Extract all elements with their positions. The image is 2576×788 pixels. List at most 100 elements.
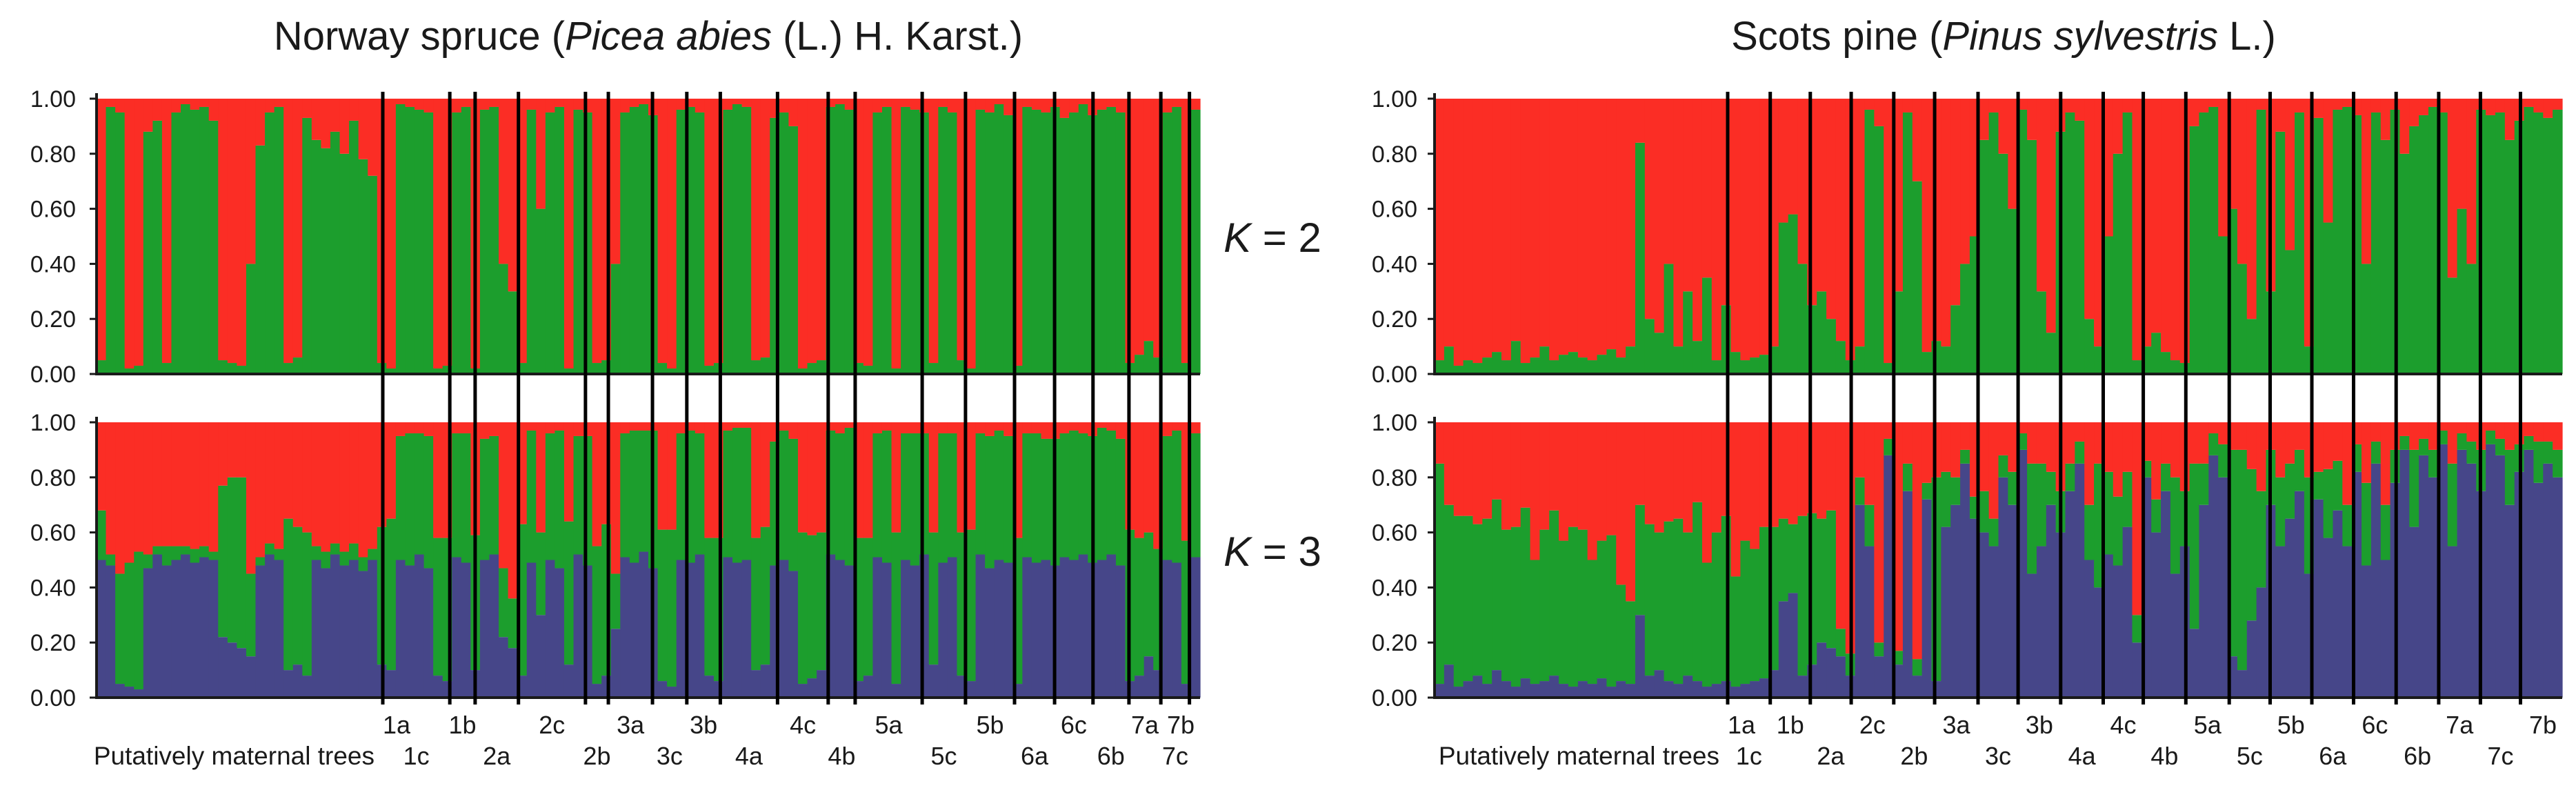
spruce-k3-bar-62 <box>667 529 677 687</box>
spruce-k3-bar-91 <box>938 562 948 698</box>
spruce-k2-bar-92 <box>947 99 958 112</box>
pine-k3-bar-96 <box>2342 504 2353 546</box>
pine-k2-bar-81 <box>2199 99 2209 112</box>
pine-k3-bar-46 <box>1864 546 1875 698</box>
pine-k3-bar-16 <box>1577 529 1588 682</box>
spruce-k3-bar-32 <box>386 518 397 671</box>
spruce-k2-bar-32 <box>386 99 397 369</box>
pine-k2-bar-94 <box>2323 99 2334 223</box>
spruce-k3-bar-34 <box>405 433 415 566</box>
pine-k3-bar-24 <box>1654 422 1665 533</box>
pine-k3-bar-96 <box>2342 422 2353 505</box>
spruce-k2-bar-45 <box>508 291 518 374</box>
pine-k2-bar-55 <box>1950 305 1961 374</box>
pine-k2-bar-19 <box>1606 99 1617 350</box>
spruce-k2-bar-51 <box>563 99 575 369</box>
spruce-k2-bar-16 <box>237 99 247 366</box>
pine-k2-bar-87 <box>2256 99 2267 110</box>
spruce-k3-bar-3 <box>115 573 126 684</box>
spruce-k3-bar-101 <box>1031 433 1042 563</box>
pine-k2-bar-60 <box>1998 153 2008 375</box>
pine-k2-bar-23 <box>1644 319 1655 374</box>
pine-k3-bar-34 <box>1750 549 1760 682</box>
spruce-k3-bar-44 <box>499 568 509 638</box>
pine-k3-bar-38 <box>1788 422 1799 524</box>
pine-k3-bar-73 <box>2122 526 2133 698</box>
spruce-k3-bar-88 <box>910 433 920 566</box>
spruce-k2-bar-105 <box>1069 99 1079 112</box>
pine-k3-bar-108 <box>2457 422 2468 433</box>
spruce-k3-bar-77 <box>807 422 817 535</box>
pine-k3-bar-68 <box>2075 441 2085 464</box>
spruce-k3-bar-94 <box>966 681 977 698</box>
pine-k3-y-tick-label: 0.00 <box>1372 685 1417 711</box>
pine-k3-bar-68 <box>2075 422 2085 442</box>
pine-k2-bar-34 <box>1750 357 1760 374</box>
pine-k2-bar-113 <box>2504 139 2515 374</box>
pine-k2-bar-71 <box>2103 99 2114 237</box>
spruce-k3-bar-51 <box>563 422 575 522</box>
spruce-k2-bar-108 <box>1097 109 1108 374</box>
pine-k3-bar-103 <box>2409 526 2419 698</box>
pine-k3-bar-63 <box>2027 422 2037 464</box>
pine-k2-bar-2 <box>1444 346 1455 374</box>
k2-label: K = 2 <box>1224 215 1321 261</box>
pine-k2-bar-5 <box>1472 363 1483 374</box>
spruce-k2-bar-25 <box>321 99 331 148</box>
pine-k2-bar-16 <box>1577 99 1588 358</box>
pine-group-label-5c: 5c <box>2237 742 2263 770</box>
pine-k2-bar-11 <box>1530 357 1541 374</box>
pine-k3-bar-51 <box>1912 676 1923 698</box>
pine-k3-bar-20 <box>1616 681 1626 698</box>
pine-k3-bar-4 <box>1463 681 1474 698</box>
pine-k3-bar-8 <box>1501 422 1512 530</box>
pine-k3-bar-11 <box>1530 560 1541 684</box>
pine-k3-bar-86 <box>2246 469 2257 621</box>
spruce-group-label-1c: 1c <box>403 742 430 770</box>
pine-k3-y-tick-label: 0.40 <box>1372 575 1417 601</box>
pine-k3-bar-89 <box>2275 546 2286 698</box>
spruce-k3-bar-37 <box>433 676 443 698</box>
pine-k3-bar-111 <box>2486 422 2496 431</box>
spruce-k3-bar-24 <box>311 546 322 560</box>
pine-k3-bar-93 <box>2313 471 2324 500</box>
spruce-k2-bar-42 <box>479 99 490 110</box>
spruce-k3-bar-21 <box>283 670 294 698</box>
pine-k3-bar-60 <box>1998 477 2008 698</box>
pine-k2-bar-14 <box>1559 99 1569 355</box>
pine-k2-bar-6 <box>1482 357 1492 374</box>
spruce-k3-bar-78 <box>817 422 827 533</box>
pine-k3-bar-51 <box>1912 659 1923 676</box>
pine-k2-bar-29 <box>1701 277 1713 374</box>
spruce-k2-bar-54 <box>592 363 602 374</box>
spruce-k2-bar-12 <box>199 106 210 374</box>
pine-k2-bar-81 <box>2199 112 2209 374</box>
pine-k3-bar-90 <box>2285 422 2295 464</box>
spruce-k2-bar-29 <box>358 159 368 374</box>
spruce-k3-bar-26 <box>330 543 341 555</box>
pine-k3-bar-33 <box>1740 422 1750 541</box>
pine-k2-bar-17 <box>1587 99 1598 361</box>
pine-group-label-1b: 1b <box>1777 711 1804 739</box>
spruce-k3-bar-20 <box>274 560 284 698</box>
pine-k2-bar-50 <box>1902 112 1913 374</box>
spruce-group-label-7b: 7b <box>1167 711 1195 739</box>
spruce-k3-bar-57 <box>620 433 630 558</box>
pine-k3-bar-1 <box>1435 422 1445 464</box>
pine-k2-bar-26 <box>1673 346 1684 374</box>
pine-group-label-4a: 4a <box>2068 742 2097 770</box>
spruce-k3-bar-21 <box>283 518 294 671</box>
spruce-k3-bar-47 <box>526 422 537 431</box>
pine-k3-bar-95 <box>2333 422 2343 461</box>
spruce-k2-bar-37 <box>433 99 443 369</box>
pine-k3-bar-87 <box>2256 587 2267 698</box>
pine-k2-bar-94 <box>2323 222 2334 374</box>
pine-k3-bar-5 <box>1472 676 1483 698</box>
spruce-k3-bar-40 <box>461 562 471 698</box>
pine-k2-bar-15 <box>1568 352 1579 374</box>
spruce-k3-bar-45 <box>508 598 518 649</box>
spruce-k3-bar-70 <box>741 427 752 560</box>
pine-k3-bar-71 <box>2103 471 2114 555</box>
pine-k2-bar-105 <box>2428 106 2439 374</box>
spruce-k2-bar-101 <box>1031 109 1042 374</box>
